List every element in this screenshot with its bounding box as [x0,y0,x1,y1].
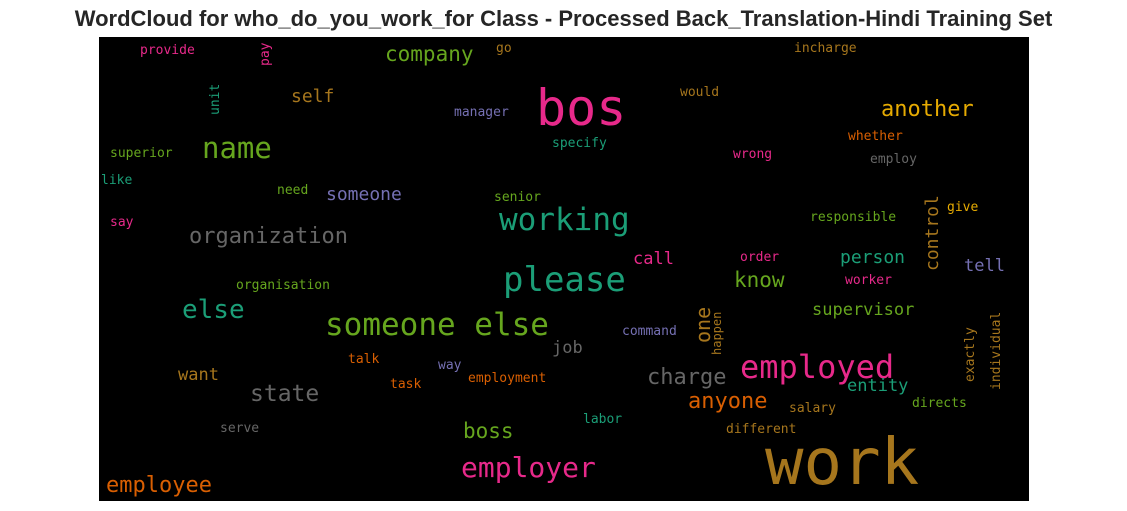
word-organisation: organisation [236,278,330,293]
wordcloud-canvas: work bos someone else please employed wo… [99,37,1029,501]
word-unit: unit [208,83,223,115]
word-control: control [922,195,943,271]
word-salary: salary [789,401,836,416]
word-want: want [178,365,219,385]
word-call: call [633,249,674,269]
word-superior: superior [110,146,173,161]
word-different: different [726,422,797,437]
word-order: order [740,250,780,265]
word-labor: labor [583,412,623,427]
word-boss: boss [463,419,514,443]
word-know: know [734,268,785,292]
word-tell: tell [964,256,1005,276]
word-name: name [202,131,272,165]
word-provide: provide [140,43,195,58]
word-employ: employ [870,152,917,167]
word-individual: individual [989,311,1004,390]
word-go: go [496,41,512,56]
word-person: person [840,247,906,268]
word-incharge: incharge [794,41,857,56]
word-command: command [622,324,677,339]
word-else: else [182,295,245,325]
word-another: another [881,97,974,122]
word-someone-else: someone else [325,307,549,343]
word-employment: employment [468,371,547,386]
word-anyone: anyone [688,389,768,414]
word-worker: worker [845,273,892,288]
word-company: company [385,42,474,66]
word-state: state [250,381,320,407]
word-manager: manager [454,105,509,120]
word-bos: bos [536,79,627,137]
word-talk: talk [348,352,380,367]
word-need: need [277,183,309,198]
word-entity: entity [847,376,909,396]
word-wrong: wrong [733,147,773,162]
word-charge: charge [647,365,727,390]
word-employed: employed [740,348,895,386]
word-employee: employee [106,473,212,498]
word-working: working [499,202,630,238]
word-say: say [110,215,134,230]
word-exactly: exactly [963,327,978,382]
word-give: give [947,200,979,215]
word-specify: specify [552,136,607,151]
word-way: way [438,358,462,373]
word-responsible: responsible [810,210,897,225]
word-whether: whether [848,129,903,144]
word-like: like [101,173,133,188]
word-employer: employer [461,451,596,484]
word-job: job [552,338,583,358]
word-please: please [503,260,626,300]
word-task: task [390,377,422,392]
word-pay: pay [258,42,273,66]
chart-title: WordCloud for who_do_you_work_for Class … [74,6,1053,31]
word-directs: directs [912,396,967,411]
word-would: would [680,85,720,100]
word-senior: senior [494,190,541,205]
word-organization: organization [189,224,348,249]
word-work: work [765,426,920,500]
word-happen: happen [710,311,724,355]
word-self: self [291,86,335,107]
word-supervisor: supervisor [812,300,915,320]
word-serve: serve [220,421,260,436]
word-someone: someone [326,184,402,205]
